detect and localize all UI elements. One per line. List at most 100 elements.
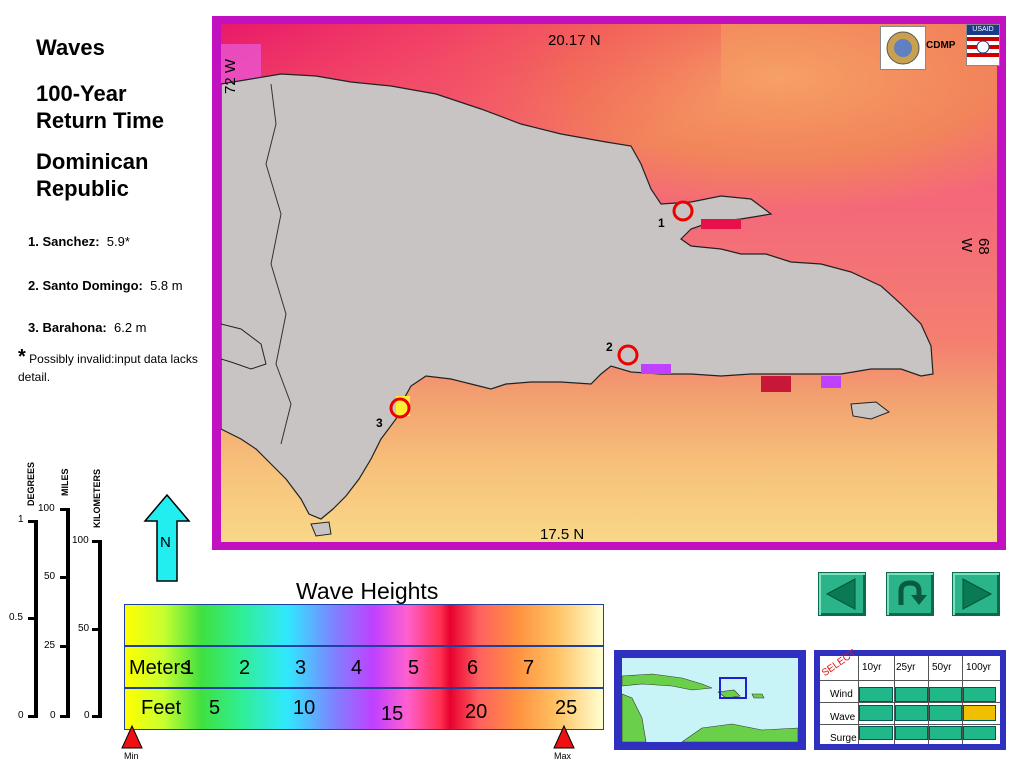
miles-bar — [66, 508, 70, 718]
site-value: 5.8 m — [150, 278, 183, 293]
u-turn-icon — [898, 580, 927, 605]
site-marker-3[interactable] — [389, 397, 411, 419]
selector-frame: SELECT 10yr 25yr 50yr 100yr Wind Wave Su… — [814, 648, 1006, 750]
footnote-text: Possibly invalid:input data lacks detail… — [18, 352, 198, 384]
legend-feet-label: Feet — [141, 697, 182, 719]
land-saona-island — [850, 401, 891, 420]
page-title: Waves — [36, 35, 105, 60]
site-number: 3. — [28, 320, 39, 335]
degrees-tick-label: 0.5 — [9, 612, 23, 623]
map-canvas[interactable] — [221, 24, 997, 542]
cell-wind-10yr[interactable] — [859, 687, 893, 702]
miles-tick — [60, 715, 70, 718]
cell-wave-10yr[interactable] — [859, 705, 893, 721]
miles-tick-label: 50 — [44, 571, 56, 582]
legend-meters-line — [125, 645, 603, 647]
row-surge: Surge — [830, 733, 857, 744]
locator-map[interactable] — [622, 658, 798, 742]
coast-patch — [701, 219, 741, 229]
col-10yr: 10yr — [862, 662, 882, 673]
cell-wind-50yr[interactable] — [929, 687, 962, 702]
cell-wind-100yr[interactable] — [963, 687, 996, 702]
cell-surge-50yr[interactable] — [929, 726, 962, 740]
marker-label-1: 1 — [658, 216, 665, 230]
site-number: 2. — [28, 278, 39, 293]
cell-wave-50yr[interactable] — [929, 705, 962, 721]
min-marker-icon[interactable] — [120, 724, 144, 750]
footnote-mark: * — [18, 346, 26, 368]
select-label: SELECT — [820, 647, 859, 680]
max-label: Max — [554, 751, 572, 761]
degrees-tick-label: 1 — [18, 514, 24, 525]
grid-line — [928, 656, 929, 744]
legend-feet-tick: 10 — [293, 697, 316, 719]
km-tick-label: 50 — [78, 623, 90, 634]
legend-color-bar: Meters Feet 1 2 3 4 5 6 7 5 10 15 20 25 — [124, 604, 604, 730]
forward-button[interactable] — [952, 572, 1000, 616]
legend-meter-tick: 7 — [523, 657, 535, 679]
land-beata-island — [310, 521, 332, 537]
right-arrow-icon — [962, 578, 993, 610]
logo-label: CDMP — [926, 40, 956, 51]
border-line — [265, 83, 292, 445]
map-frame: 1 2 3 20.17 N 17.5 N 72 W 68 W CDMP USAI… — [212, 16, 1006, 550]
legend-feet-tick: 25 — [555, 697, 578, 719]
return-button[interactable] — [886, 572, 934, 616]
back-button[interactable] — [818, 572, 866, 616]
miles-tick — [60, 576, 70, 579]
site-value: 5.9* — [106, 234, 130, 249]
degrees-tick — [28, 715, 38, 718]
site-name: Sanchez: — [42, 234, 100, 249]
land-haiti-arm — [221, 323, 267, 370]
site-marker-2[interactable] — [617, 344, 639, 366]
miles-tick-label: 100 — [38, 503, 55, 514]
cell-surge-25yr[interactable] — [895, 726, 928, 740]
max-marker-icon[interactable] — [552, 724, 576, 750]
legend-meter-tick: 1 — [183, 657, 195, 679]
legend-feet-tick: 5 — [209, 697, 221, 719]
grid-line — [820, 680, 1000, 681]
min-label: Min — [124, 751, 139, 761]
usaid-label: USAID — [967, 25, 999, 35]
col-25yr: 25yr — [896, 662, 916, 673]
site-value: 6.2 m — [114, 320, 147, 335]
coast-patch — [821, 376, 841, 388]
grid-line — [820, 724, 1000, 725]
locator-highlight — [719, 677, 747, 699]
legend-feet-line — [125, 687, 603, 689]
cell-wave-25yr[interactable] — [895, 705, 928, 721]
legend-meters-label: Meters — [129, 657, 191, 679]
col-50yr: 50yr — [932, 662, 952, 673]
legend-title: Wave Heights — [296, 578, 439, 604]
degrees-tick-label: 0 — [18, 710, 24, 721]
km-tick-label: 100 — [72, 535, 89, 546]
locator-map-frame — [614, 650, 806, 750]
site-marker-1[interactable] — [672, 200, 694, 222]
site-santo-domingo: 2. Santo Domingo: 5.8 m — [28, 278, 183, 293]
legend-meter-tick: 3 — [295, 657, 307, 679]
footnote: * Possibly invalid:input data lacks deta… — [18, 346, 203, 386]
cell-wind-25yr[interactable] — [895, 687, 928, 702]
col-100yr: 100yr — [966, 662, 992, 673]
marker-label-2: 2 — [606, 340, 613, 354]
degrees-label: DEGREES — [26, 461, 36, 506]
grid-line — [962, 656, 963, 744]
grid-line — [894, 656, 895, 744]
lat-top-label: 20.17 N — [548, 32, 601, 49]
legend-meter-tick: 6 — [467, 657, 479, 679]
cell-surge-100yr[interactable] — [963, 726, 996, 740]
legend-meter-tick: 2 — [239, 657, 251, 679]
site-sanchez: 1. Sanchez: 5.9* — [28, 234, 130, 249]
cell-surge-10yr[interactable] — [859, 726, 893, 740]
miles-label: MILES — [60, 468, 70, 496]
north-label: N — [160, 534, 171, 551]
page-subtitle: 100-Year Return Time — [36, 81, 164, 133]
selector-panel: SELECT 10yr 25yr 50yr 100yr Wind Wave Su… — [820, 648, 1000, 744]
legend-meter-tick: 5 — [408, 657, 420, 679]
left-arrow-icon — [825, 578, 856, 610]
km-label: KILOMETERS — [92, 468, 102, 528]
cell-wave-100yr-selected[interactable] — [963, 705, 996, 721]
site-number: 1. — [28, 234, 39, 249]
north-arrow-icon — [143, 493, 191, 582]
km-tick — [92, 540, 102, 543]
